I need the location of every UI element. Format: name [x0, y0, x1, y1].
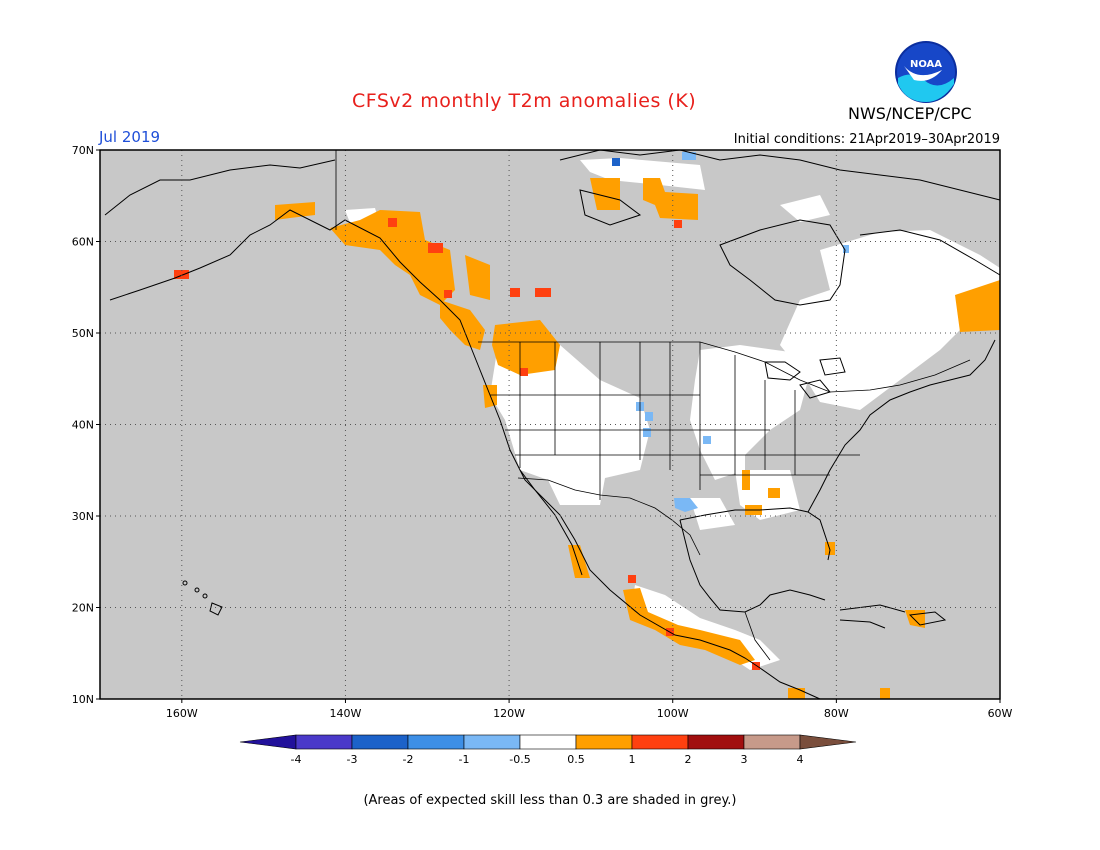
lat-label: 20N — [72, 602, 94, 615]
lat-label: 40N — [72, 419, 94, 432]
political-borders — [335, 150, 971, 661]
lat-label: 70N — [72, 144, 94, 157]
lon-label: 140W — [330, 707, 362, 720]
lat-label: 50N — [72, 327, 94, 340]
colorbar-label: 2 — [685, 753, 692, 766]
colorbar-swatch — [407, 734, 465, 750]
latitude-labels: 70N 60N 50N 40N 30N 20N 10N — [72, 144, 100, 706]
lat-label: 10N — [72, 693, 94, 706]
colorbar-label: 3 — [741, 753, 748, 766]
lon-label: 100W — [657, 707, 689, 720]
agency-label: NWS/NCEP/CPC — [848, 104, 972, 123]
initial-conditions: Initial conditions: 21Apr2019–30Apr2019 — [733, 132, 1000, 147]
lon-label: 120W — [493, 707, 525, 720]
lon-label: 60W — [988, 707, 1013, 720]
skill-footnote: (Areas of expected skill less than 0.3 a… — [363, 793, 737, 808]
colorbar-swatch — [351, 734, 409, 750]
lon-label: 160W — [166, 707, 198, 720]
longitude-labels: 160W 140W 120W 100W 80W 60W — [166, 699, 1013, 720]
noaa-logo-icon: NOAA — [895, 41, 957, 103]
colorbar-label: -1 — [459, 753, 470, 766]
lat-label: 30N — [72, 510, 94, 523]
map-title: CFSv2 monthly T2m anomalies (K) — [352, 90, 697, 112]
colorbar-swatch — [743, 734, 801, 750]
colorbar-label: -4 — [291, 753, 302, 766]
colorbar-high-cap — [799, 734, 857, 750]
anomaly-patches — [174, 152, 1000, 699]
lon-label: 80W — [824, 707, 849, 720]
noaa-logo-text: NOAA — [910, 59, 942, 70]
forecast-month: Jul 2019 — [99, 128, 161, 146]
colorbar-label: -3 — [347, 753, 358, 766]
colorbar-label: -2 — [403, 753, 414, 766]
colorbar-swatch — [631, 734, 689, 750]
colorbar-label: 1 — [629, 753, 636, 766]
colorbar-label: 0.5 — [567, 753, 585, 766]
colorbar-label: 4 — [797, 753, 804, 766]
colorbar-swatch — [463, 734, 521, 750]
colorbar-swatch — [295, 734, 353, 750]
lat-lon-grid — [100, 150, 1000, 699]
colorbar-swatch — [519, 734, 577, 750]
colorbar-label: -0.5 — [509, 753, 530, 766]
colorbar-swatch — [687, 734, 745, 750]
lat-label: 60N — [72, 236, 94, 249]
colorbar-low-cap — [239, 734, 297, 750]
colorbar-swatch — [575, 734, 633, 750]
